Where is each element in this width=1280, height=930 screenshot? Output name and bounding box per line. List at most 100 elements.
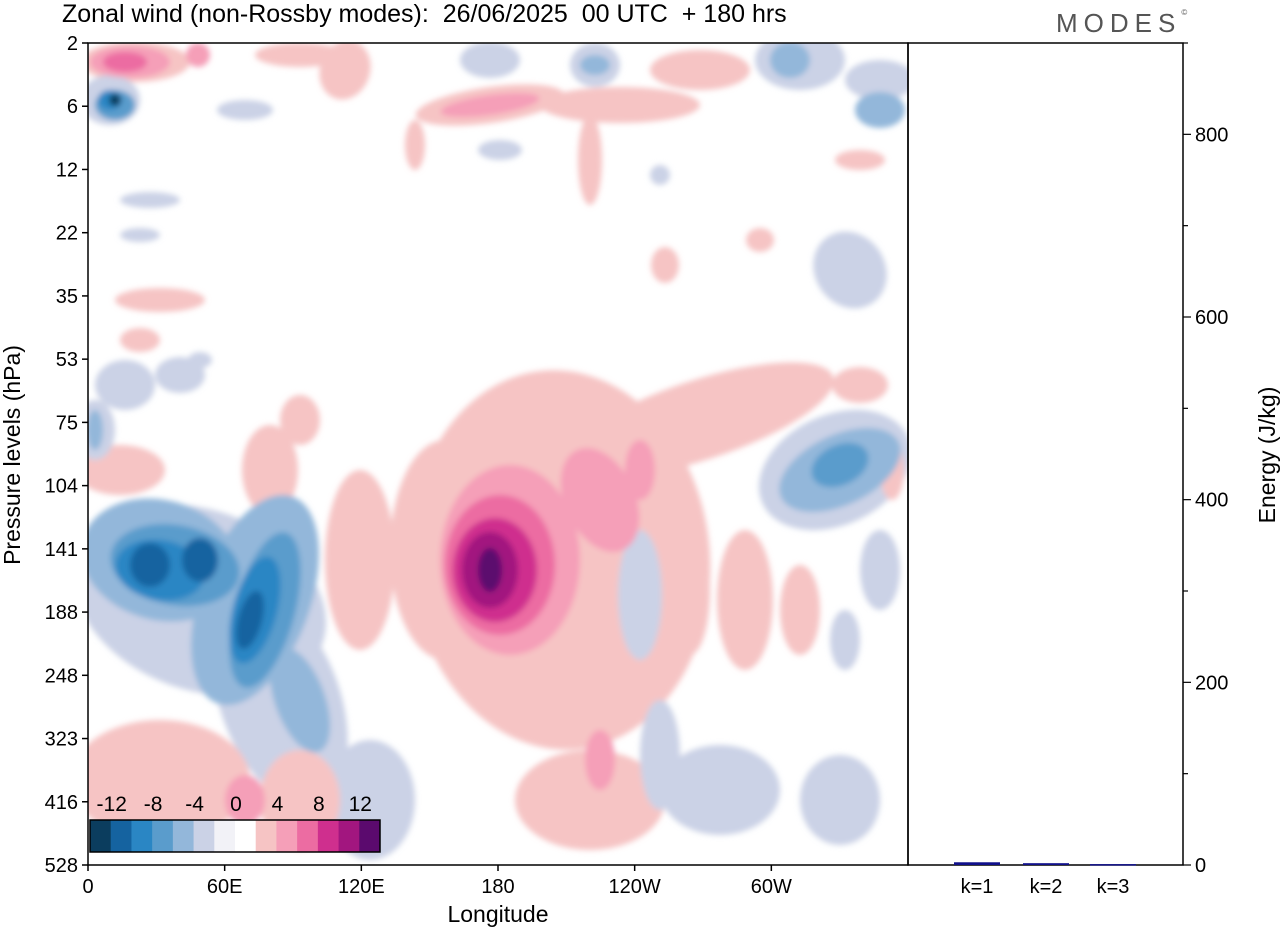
pressure-axis: 2 6 12 22 35 53 75 104 141 188 248 323 416 528 <box>45 33 88 877</box>
y-tick-label: 528 <box>45 855 78 877</box>
contour-region <box>109 94 121 106</box>
contour-region <box>120 192 180 208</box>
colorbar-label: -4 <box>185 793 204 816</box>
contour-region <box>625 440 655 500</box>
colorbar-swatch <box>297 820 319 852</box>
contour-region <box>660 745 780 835</box>
contour-region <box>319 43 371 100</box>
y-tick-label: 12 <box>56 159 78 181</box>
contour-region <box>845 60 908 100</box>
colorbar-label: 0 <box>230 793 242 816</box>
colorbar-swatch <box>110 820 132 852</box>
y-tick-label: 323 <box>45 729 78 751</box>
y-tick-label: 2 <box>67 33 78 55</box>
colorbar-swatch <box>235 820 257 852</box>
bar-category-label: k=3 <box>1097 876 1130 898</box>
colorbar-label: 12 <box>349 793 372 816</box>
contour-region <box>651 247 679 283</box>
contour-region <box>115 288 205 312</box>
modes-logo: MODES© <box>1056 8 1188 38</box>
contour-region <box>585 730 615 790</box>
energy-panel-frame <box>907 42 1184 866</box>
colorbar-swatch <box>193 820 215 852</box>
contour-region <box>95 360 155 410</box>
energy-bar-labels: k=1 k=2 k=3 <box>961 876 1130 898</box>
x-axis-title: Longitude <box>447 901 548 927</box>
contour-region <box>618 530 662 660</box>
x-tick-label: 120W <box>609 876 661 898</box>
contour-region <box>540 87 700 123</box>
contour-region <box>269 647 331 753</box>
y-tick-label: 248 <box>45 665 78 687</box>
energy-bars <box>954 862 1136 866</box>
colorbar-swatch <box>131 820 153 852</box>
contour-region <box>580 55 610 75</box>
y-tick-label: 188 <box>45 602 78 624</box>
contour-region <box>217 100 273 120</box>
colorbar-label: 4 <box>272 793 284 816</box>
contour-region <box>120 328 160 352</box>
colorbar-swatch <box>172 820 195 852</box>
contour-region <box>460 43 520 78</box>
contour-region <box>225 775 265 825</box>
y-tick-label: 22 <box>56 223 78 245</box>
contour-region <box>650 50 750 90</box>
contour-region <box>832 367 888 403</box>
contour-region <box>813 231 887 309</box>
contour-region <box>103 52 147 72</box>
contour-region <box>780 565 820 655</box>
energy-bar <box>1090 864 1136 866</box>
contour-region <box>830 610 860 670</box>
y-tick-label: 416 <box>45 792 78 814</box>
y-tick-label: 104 <box>45 476 78 498</box>
colorbar-swatch <box>359 820 381 852</box>
longitude-axis: 0 60E 120E 180 120W 60W <box>82 865 792 898</box>
contour-region <box>855 92 905 128</box>
colorbar-label: 8 <box>313 793 325 816</box>
energy-axis-title: Energy (J/kg) <box>1254 387 1280 524</box>
x-tick-label: 180 <box>481 876 514 898</box>
y-tick-label: 141 <box>45 539 78 561</box>
x-tick-label: 120E <box>338 876 385 898</box>
contour-region <box>120 228 160 242</box>
energy-tick-label: 200 <box>1195 672 1228 694</box>
contour-region <box>130 543 170 587</box>
contour-region <box>650 165 670 185</box>
colorbar-swatch <box>317 820 340 852</box>
colorbar-label: -8 <box>144 793 163 816</box>
contour-region <box>811 442 869 488</box>
contour-region <box>440 92 540 118</box>
energy-tick-label: 600 <box>1195 307 1228 329</box>
contour-region <box>515 750 665 850</box>
colorbar-swatch <box>214 820 236 852</box>
contour-region <box>88 720 250 840</box>
contour-region <box>188 352 212 368</box>
x-tick-label: 60E <box>207 876 243 898</box>
contour-region <box>236 590 264 650</box>
colorbar-frame <box>89 819 381 853</box>
contour-region <box>186 43 210 67</box>
bar-category-label: k=1 <box>961 876 994 898</box>
contour-region <box>182 538 218 582</box>
energy-tick-label: 400 <box>1195 490 1228 512</box>
y-axis-title: Pressure levels (hPa) <box>0 345 25 565</box>
contour-region <box>835 150 885 170</box>
contour-region <box>478 548 502 592</box>
energy-bar <box>954 862 1000 865</box>
contour-region <box>770 43 810 78</box>
energy-tick-label: 800 <box>1195 124 1228 146</box>
contour-region <box>670 525 710 655</box>
bar-category-label: k=2 <box>1030 876 1063 898</box>
contour-field <box>88 43 908 865</box>
contour-region <box>800 755 880 845</box>
contour-region <box>280 395 320 445</box>
y-tick-label: 35 <box>56 286 78 308</box>
contour-region <box>560 448 640 552</box>
energy-tick-label: 0 <box>1195 855 1206 877</box>
contour-region <box>578 115 602 205</box>
colorbar-swatch <box>276 820 298 852</box>
contour-region <box>88 410 103 450</box>
colorbar-swatch <box>255 820 277 852</box>
y-tick-label: 6 <box>67 96 78 118</box>
y-tick-label: 53 <box>56 349 78 371</box>
